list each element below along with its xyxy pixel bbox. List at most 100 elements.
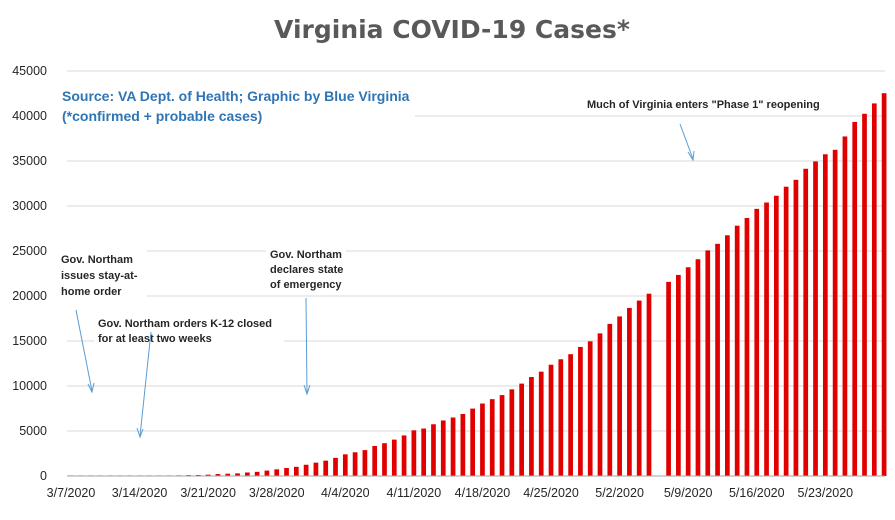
bar: [666, 281, 671, 476]
bar: [489, 399, 495, 476]
bar: [842, 136, 848, 476]
bar: [676, 274, 681, 476]
x-tick-label: 5/23/2020: [798, 486, 854, 500]
annotation-stay-at-home-line-3: home order: [61, 286, 122, 298]
bar: [578, 346, 583, 476]
bar: [509, 389, 515, 476]
y-tick-label: 30000: [12, 199, 47, 213]
bar: [313, 462, 319, 476]
bar: [225, 473, 231, 476]
y-tick-label: 5000: [19, 424, 47, 438]
bar: [646, 293, 652, 476]
bar: [685, 267, 691, 476]
bar: [293, 466, 299, 476]
y-tick-label: 20000: [12, 289, 47, 303]
bar: [852, 121, 858, 476]
bar: [480, 403, 485, 476]
bar: [235, 473, 240, 476]
source-note: Source: VA Dept. of Health; Graphic by B…: [62, 88, 410, 104]
bar: [323, 460, 329, 476]
bar: [333, 457, 338, 476]
x-tick-label: 3/21/2020: [180, 486, 236, 500]
bar: [440, 420, 446, 476]
annotation-phase-1: Much of Virginia enters "Phase 1" reopen…: [582, 95, 830, 162]
bar: [803, 168, 809, 476]
bar: [342, 454, 348, 476]
bar: [450, 417, 456, 476]
x-tick-label: 5/2/2020: [595, 486, 644, 500]
bar: [695, 259, 701, 476]
annotation-k12-closed-line-2: for at least two weeks: [98, 333, 212, 345]
annotation-state-of-emergency-line-2: declares state: [270, 264, 343, 276]
x-tick-label: 3/28/2020: [249, 486, 305, 500]
bar: [460, 413, 466, 476]
arrow-state-of-emergency: [305, 297, 308, 394]
arrow-stay-at-home: [75, 309, 93, 392]
bar: [587, 341, 593, 476]
bar: [548, 364, 554, 476]
arrowhead-icon: [303, 384, 311, 396]
bar: [284, 467, 289, 476]
bar: [813, 161, 818, 476]
bar: [764, 202, 769, 476]
bar: [254, 471, 260, 476]
bar: [783, 186, 789, 476]
bar: [725, 235, 730, 476]
bar: [773, 195, 779, 477]
annotation-stay-at-home: Gov. Northam issues stay-at- home order: [57, 246, 147, 394]
bar: [715, 243, 720, 476]
bar: [264, 470, 270, 476]
bar: [205, 474, 211, 476]
y-tick-label: 40000: [12, 109, 47, 123]
bar: [529, 377, 534, 476]
y-tick-label: 25000: [12, 244, 47, 258]
x-tick-label: 3/7/2020: [47, 486, 96, 500]
bar: [862, 113, 867, 476]
annotation-state-of-emergency-line-1: Gov. Northam: [270, 249, 342, 261]
bar: [352, 452, 358, 476]
bars: [68, 93, 887, 477]
bar: [519, 383, 524, 476]
bar: [617, 316, 622, 476]
bar: [470, 408, 476, 476]
y-tick-label: 15000: [12, 334, 47, 348]
arrow-k12-closed: [139, 331, 152, 437]
bar: [754, 208, 760, 476]
annotation-k12-closed-line-1: Gov. Northam orders K-12 closed: [98, 318, 272, 330]
arrow-phase-1: [679, 123, 694, 160]
x-tick-label: 5/9/2020: [664, 486, 713, 500]
arrowhead-icon: [136, 427, 144, 439]
x-tick-label: 4/11/2020: [387, 486, 442, 500]
x-tick-label: 4/25/2020: [523, 486, 579, 500]
bar: [431, 424, 436, 476]
bar: [215, 474, 221, 476]
annotation-state-of-emergency-line-3: of emergency: [270, 279, 342, 291]
annotation-phase-1-line-1: Much of Virginia enters "Phase 1" reopen…: [587, 99, 820, 111]
bar: [871, 103, 877, 477]
bar: [499, 395, 505, 476]
bar: [627, 307, 632, 476]
y-tick-label: 45000: [12, 64, 47, 78]
arrowhead-icon: [687, 150, 695, 162]
bar: [793, 179, 799, 476]
bar: [744, 217, 750, 476]
x-tick-label: 4/4/2020: [321, 486, 370, 500]
bar: [705, 250, 711, 476]
y-tick-label: 35000: [12, 154, 47, 168]
bar: [411, 430, 417, 476]
annotation-stay-at-home-line-2: issues stay-at-: [61, 270, 138, 282]
x-tick-label: 3/14/2020: [112, 486, 168, 500]
annotation-k12-closed: Gov. Northam orders K-12 closed for at l…: [94, 312, 284, 439]
x-tick-label: 5/16/2020: [729, 486, 785, 500]
bar: [822, 154, 828, 476]
bar: [303, 464, 309, 476]
bar: [558, 359, 564, 476]
bar: [538, 371, 544, 476]
chart-title: Virginia COVID-19 Cases*: [274, 15, 630, 44]
bar: [734, 225, 740, 476]
bar: [607, 323, 613, 476]
bar: [196, 474, 201, 476]
arrowhead-icon: [87, 382, 95, 394]
y-tick-label: 10000: [12, 379, 47, 393]
bar: [401, 435, 407, 476]
